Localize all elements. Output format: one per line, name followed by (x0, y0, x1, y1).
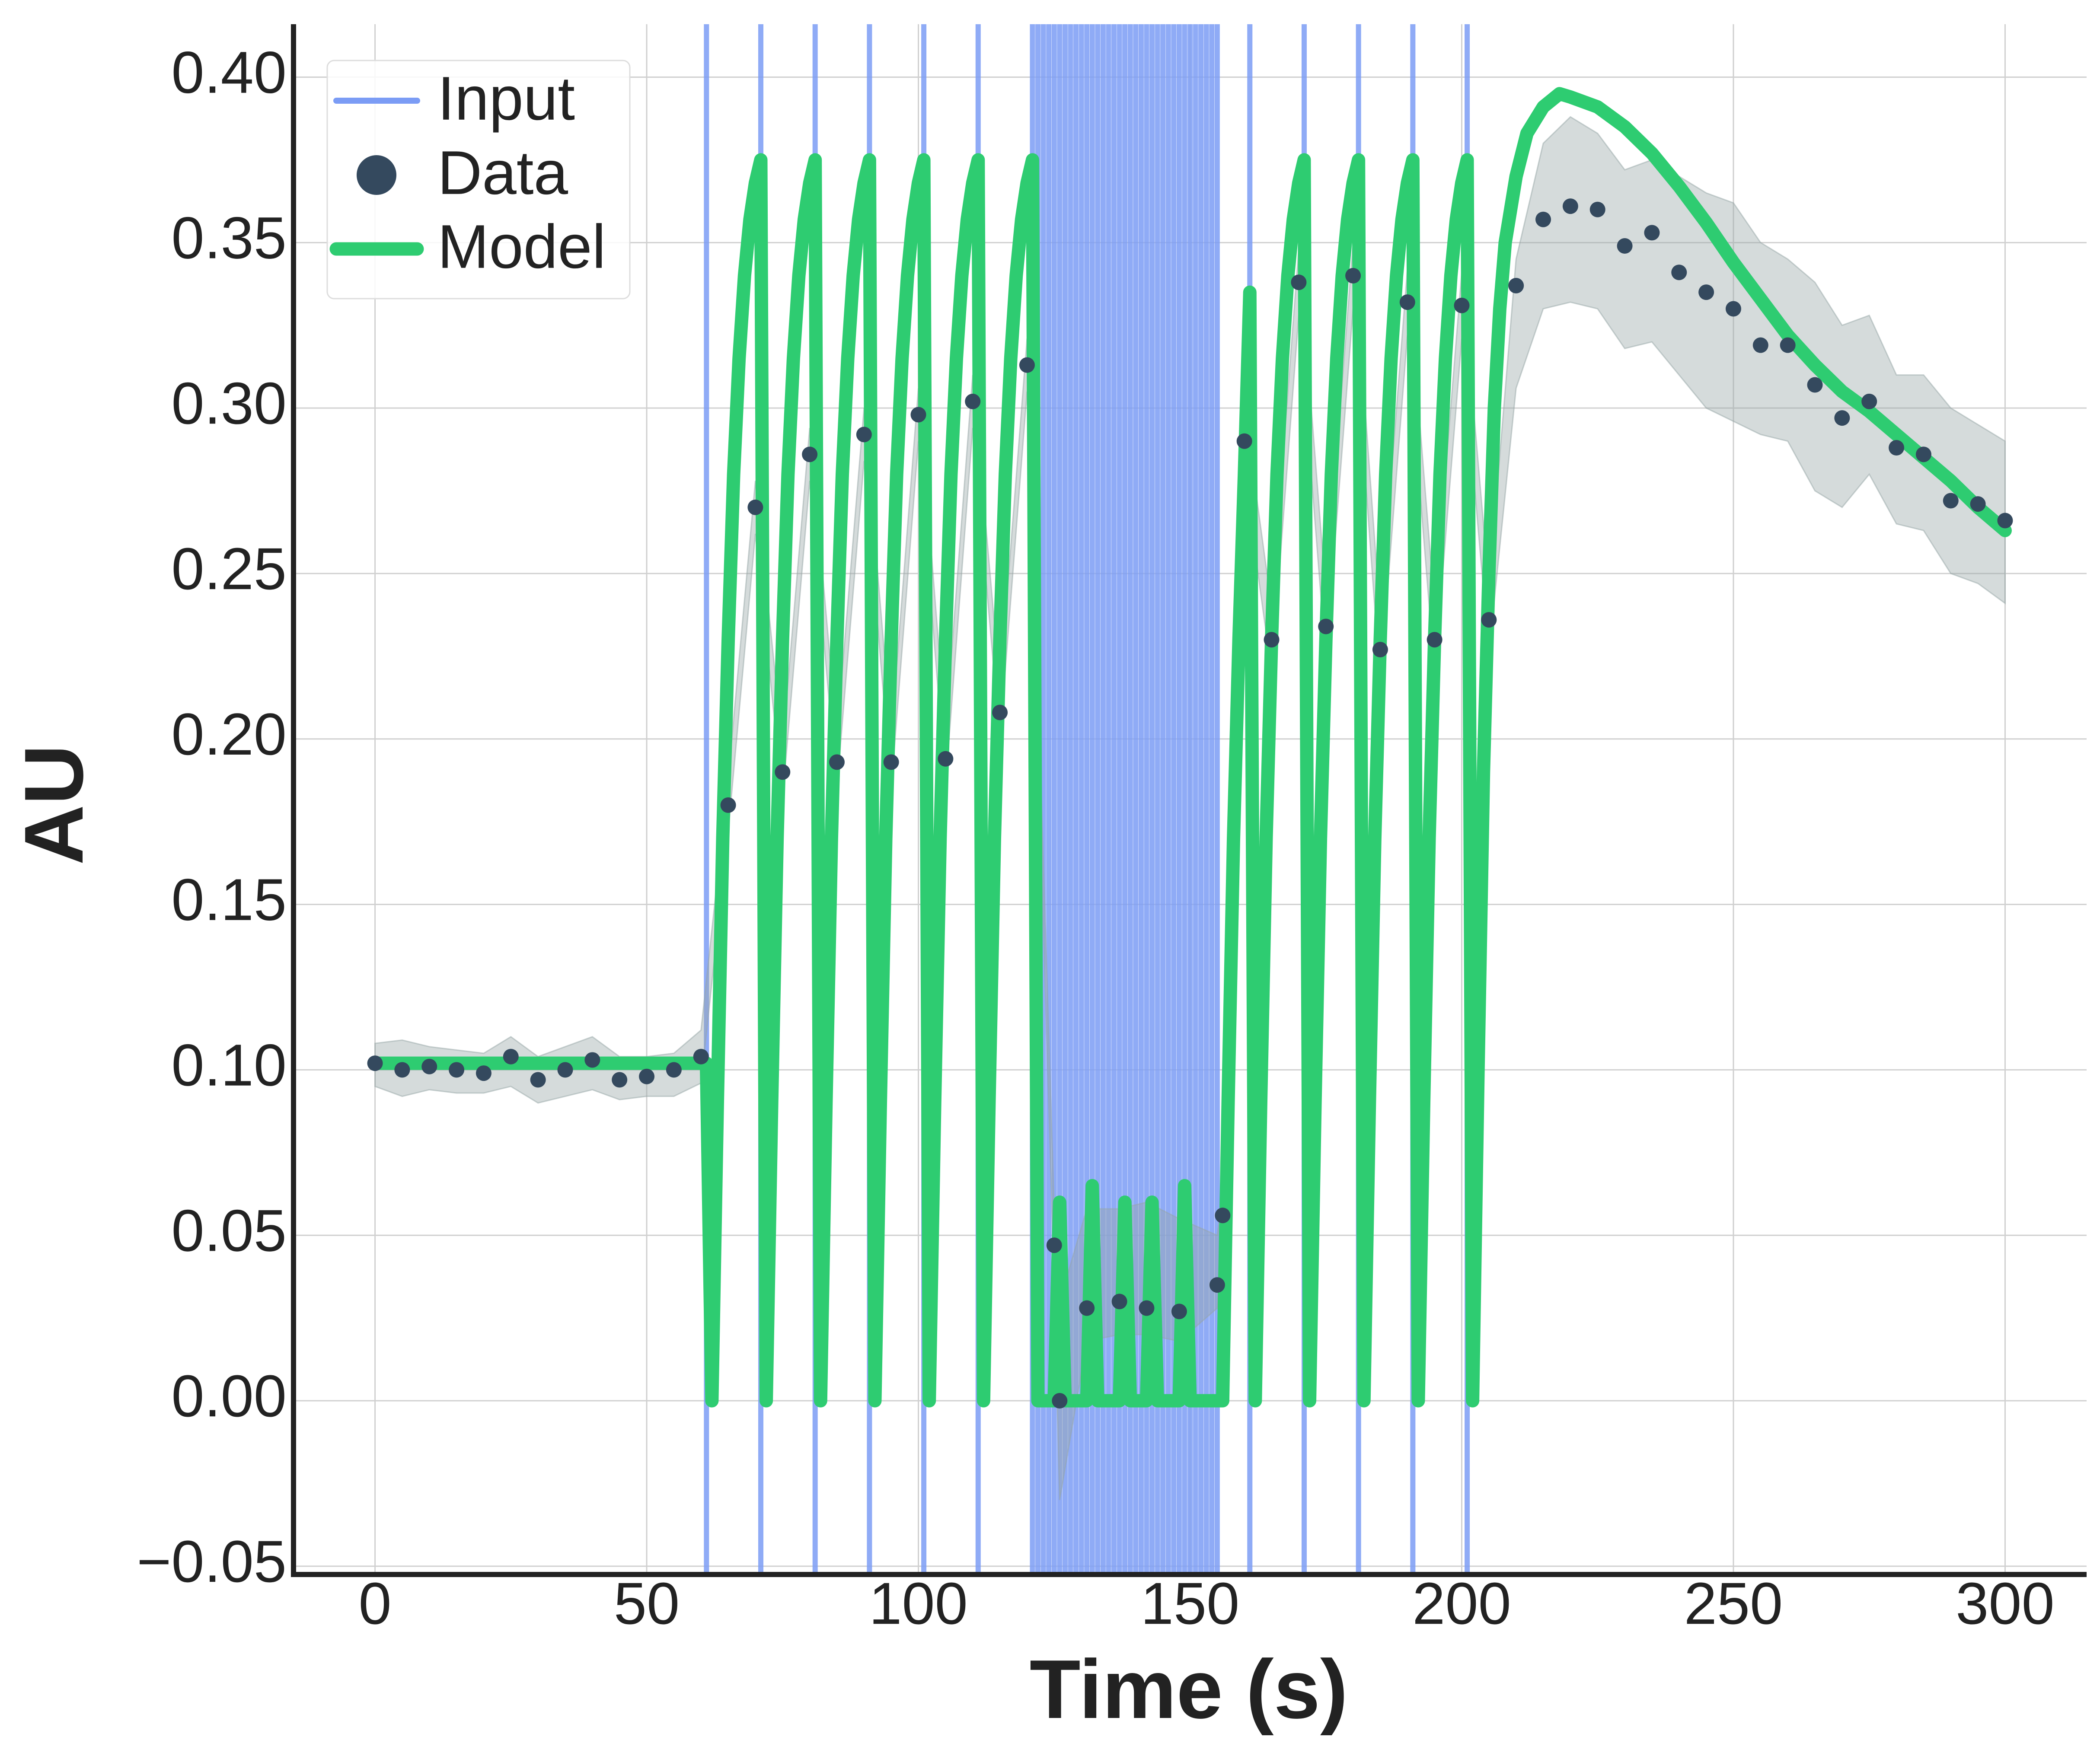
data-point (421, 1058, 437, 1074)
y-tick-label: 0.40 (171, 40, 287, 106)
data-point (1291, 274, 1307, 290)
data-point (1209, 1277, 1225, 1293)
plot-area (367, 24, 2013, 1574)
data-point (1889, 440, 1905, 456)
data-point (1915, 446, 1931, 462)
legend-label: Model (437, 213, 606, 281)
data-point (584, 1052, 600, 1068)
data-point (1399, 294, 1415, 310)
y-tick-label: 0.25 (171, 536, 287, 602)
data-point (938, 751, 954, 767)
data-point (1752, 337, 1768, 353)
data-point (1481, 612, 1497, 628)
data-point (910, 407, 926, 423)
y-tick-label: 0.30 (171, 370, 287, 437)
x-tick-label: 100 (869, 1571, 968, 1637)
data-point (992, 704, 1008, 720)
y-tick-label: −0.05 (137, 1529, 287, 1595)
data-point (1997, 513, 2013, 529)
data-point (1807, 377, 1823, 393)
data-point (1562, 198, 1578, 214)
data-point (503, 1049, 519, 1064)
data-band (374, 116, 2006, 1500)
data-point (367, 1055, 383, 1071)
y-tick-label: 0.35 (171, 205, 287, 271)
x-axis-label: Time (s) (1030, 1642, 1348, 1736)
model-line (368, 87, 2012, 1408)
data-point (1052, 1393, 1068, 1409)
data-point (1427, 632, 1443, 648)
data-point (1780, 337, 1796, 353)
data-point (666, 1062, 682, 1078)
data-point (1535, 211, 1551, 227)
x-tick-label: 0 (358, 1571, 391, 1637)
x-tick-label: 300 (1956, 1571, 2055, 1637)
x-tick-label: 150 (1141, 1571, 1240, 1637)
data-point (775, 764, 791, 780)
data-point (1698, 284, 1714, 300)
legend-box (326, 60, 631, 300)
data-point (1834, 410, 1850, 426)
y-axis-label: AU (7, 745, 100, 865)
data-point (720, 797, 736, 813)
data-point (1970, 496, 1986, 512)
x-tick-label: 250 (1684, 1571, 1783, 1637)
data-point (1215, 1208, 1231, 1224)
data-point (1943, 493, 1959, 509)
data-point (1111, 1294, 1127, 1310)
data-point (1236, 433, 1252, 449)
data-point (1725, 301, 1741, 317)
data-point (557, 1062, 573, 1078)
data-point (1318, 618, 1334, 634)
x-tick-label: 200 (1412, 1571, 1511, 1637)
y-tick-label: 0.00 (171, 1363, 287, 1429)
data-point (693, 1049, 709, 1064)
data-point (1171, 1303, 1187, 1319)
y-tick-label: 0.15 (171, 867, 287, 933)
data-point (965, 393, 981, 409)
data-point (883, 754, 899, 770)
data-point (1508, 277, 1524, 293)
data-point (476, 1065, 491, 1081)
data-point (747, 499, 763, 515)
data-point (829, 754, 845, 770)
data-point (856, 427, 872, 443)
data-point (530, 1072, 546, 1088)
y-tick-label: 0.05 (171, 1198, 287, 1264)
data-point (1019, 357, 1035, 373)
data-point (1861, 393, 1877, 409)
data-point (1617, 238, 1633, 254)
data-point (394, 1062, 410, 1078)
legend-label: Data (437, 139, 568, 207)
data-point (802, 446, 818, 462)
data-point (1345, 268, 1361, 284)
data-point (1671, 265, 1687, 280)
data-point (449, 1062, 465, 1078)
data-point (1372, 642, 1388, 658)
y-tick-label: 0.10 (171, 1033, 287, 1099)
data-point (1046, 1237, 1062, 1253)
data-point (1139, 1300, 1155, 1316)
ticks: −0.05 0.00 0.05 0.10 0.15 0.20 0.25 0.30 0.35 0.4… (137, 40, 2054, 1637)
data-point (1644, 225, 1660, 241)
y-tick-label: 0.20 (171, 701, 287, 768)
data-point (1264, 632, 1280, 648)
legend-swatch (357, 155, 396, 195)
legend-label: Input (437, 64, 575, 133)
data-point (1589, 201, 1605, 217)
x-tick-label: 50 (614, 1571, 680, 1637)
data-point (1454, 297, 1470, 313)
data-point (1079, 1300, 1095, 1316)
data-point (639, 1068, 655, 1084)
data-point (612, 1072, 628, 1088)
